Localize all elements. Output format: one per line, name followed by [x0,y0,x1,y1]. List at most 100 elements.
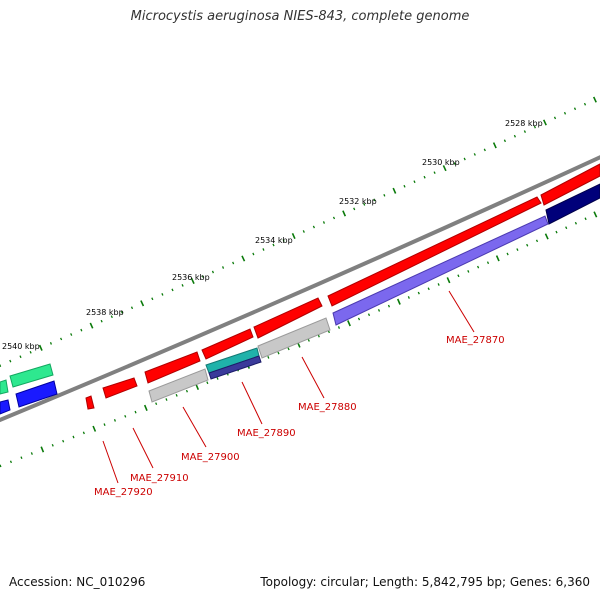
outer-major-tick [89,322,94,329]
inner-minor-tick [51,443,54,447]
cds-navy-band[interactable] [208,355,262,380]
inner-minor-tick [30,452,33,455]
inner-minor-tick [367,313,371,317]
cds-feature-mae-27880[interactable] [253,297,323,339]
inner-minor-tick [0,464,2,468]
outer-minor-tick [503,139,506,143]
cds-feature-mae-27910[interactable] [102,377,138,399]
cds-green-left-2[interactable] [0,379,9,395]
inner-minor-tick [387,304,391,308]
cds-green-left-1[interactable] [9,363,54,388]
cds-blue-left-1[interactable] [15,380,58,408]
forward-strand-features [85,163,600,410]
callout-line-mae-27890 [241,381,263,425]
cds-navy-right-edge[interactable] [545,183,600,225]
outer-minor-tick [171,288,174,292]
cds-gray-band-2[interactable] [148,368,209,403]
inner-minor-tick [584,217,587,221]
outer-major-tick [140,300,145,307]
outer-minor-tick [373,198,376,202]
cds-feature-mae-27870[interactable] [327,196,542,307]
outer-major-tick [38,344,43,351]
inner-minor-tick [486,261,490,265]
inner-major-tick [396,298,401,305]
outer-major-tick [492,142,497,149]
inner-minor-tick [467,270,470,273]
inner-major-tick [544,233,549,240]
scale-label-2538: 2538 kbp [86,308,124,317]
inner-minor-tick [277,351,280,355]
callout-line-mae-27870 [448,290,475,333]
inner-minor-tick [317,334,320,338]
outer-minor-tick [201,275,204,278]
inner-minor-tick [185,389,189,393]
outer-minor-tick [262,248,265,251]
scale-label-2530: 2530 kbp [422,158,460,167]
outer-minor-tick [312,225,315,229]
inner-minor-tick [506,252,509,256]
outer-minor-tick [302,230,305,233]
cds-blue-left-2[interactable] [0,399,11,415]
inner-minor-tick [407,296,410,299]
scale-labels: 2528 kbp 2530 kbp 2532 kbp 2534 kbp 2536… [2,119,543,351]
inner-minor-tick [62,439,65,443]
outer-minor-tick [221,266,225,269]
outer-minor-tick [282,239,285,242]
inner-minor-tick [113,419,117,422]
outer-minor-tick [181,284,184,287]
outer-minor-tick [413,180,416,184]
outer-minor-tick [363,203,366,206]
outer-minor-tick [120,310,123,314]
inner-minor-tick [103,423,106,426]
outer-minor-tick [272,243,275,247]
gene-label-mae-27920[interactable]: MAE_27920 [94,487,153,498]
outer-major-tick [392,187,397,194]
gene-label-mae-27890[interactable]: MAE_27890 [237,428,296,439]
inner-minor-tick [134,410,137,414]
outer-minor-tick [49,342,53,345]
outer-minor-tick [383,193,386,197]
gene-label-mae-27870[interactable]: MAE_27870 [446,335,505,346]
inner-minor-tick [307,339,310,342]
genome-backbone [0,155,600,423]
inner-major-tick [593,211,598,218]
cds-purple-band[interactable] [332,215,549,326]
cds-gray-band-1[interactable] [257,317,331,359]
inner-minor-tick [574,221,577,225]
outer-minor-tick [252,252,255,256]
inner-minor-tick [457,274,460,278]
outer-minor-tick [353,207,356,211]
reverse-strand-features [0,183,600,415]
outer-minor-tick [403,184,406,188]
outer-minor-tick [513,134,516,138]
inner-minor-tick [72,435,75,439]
inner-major-tick [92,425,97,432]
outer-minor-tick [9,359,12,363]
inner-minor-tick [477,265,480,269]
inner-minor-tick [526,243,529,247]
inner-minor-tick [377,309,381,312]
outer-major-tick [542,119,547,126]
scale-label-2534: 2534 kbp [255,236,293,245]
genome-summary-text: Topology: circular; Length: 5,842,795 bp… [260,575,590,589]
inner-minor-tick [9,460,13,464]
outer-major-tick [342,210,347,217]
gene-label-mae-27900[interactable]: MAE_27900 [181,452,240,463]
inner-minor-tick [337,326,341,329]
inner-minor-tick [287,347,290,351]
outer-major-tick [241,255,246,262]
outer-minor-tick [433,171,436,174]
cds-feature-mae-27900[interactable] [144,351,201,384]
outer-minor-tick [151,297,154,301]
outer-minor-tick [332,216,336,220]
gene-label-mae-27880[interactable]: MAE_27880 [298,402,357,413]
gene-callout-lines [102,290,475,484]
gene-label-mae-27910[interactable]: MAE_27910 [130,473,189,484]
cds-feature-mae-27890[interactable] [201,328,254,360]
callout-line-mae-27900 [182,406,207,448]
outer-minor-tick [523,130,526,133]
cds-feature-mae-27920[interactable] [85,395,95,410]
cds-feature-right-edge[interactable] [540,163,600,206]
outer-minor-tick [573,107,577,111]
